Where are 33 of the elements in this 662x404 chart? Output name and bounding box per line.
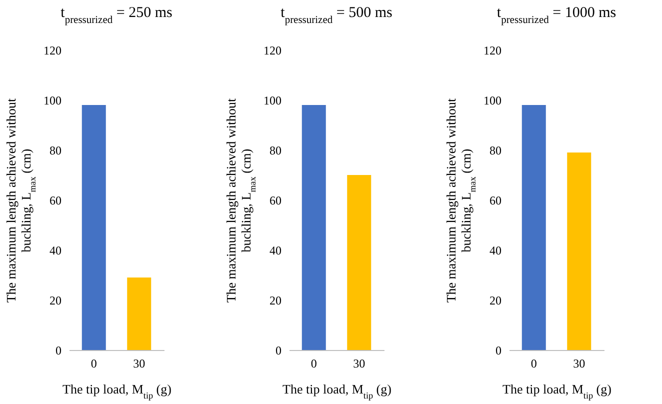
x-axis-title: The tip load, M$_{tip}$ (g): [62, 382, 172, 400]
y-tick-label: 120: [44, 44, 62, 58]
y-tick-label: 100: [264, 94, 282, 108]
y-tick-label: 0: [56, 344, 62, 358]
y-tick-label: 20: [50, 294, 62, 308]
chart-title: t$_{pressurized}$ = 500 ms: [280, 5, 393, 26]
y-tick-label: 80: [490, 144, 502, 158]
x-tick-label: 30: [133, 356, 146, 370]
x-axis-title: The tip load, M$_{tip}$ (g): [502, 382, 612, 400]
x-tick-label: 0: [530, 356, 537, 370]
y-tick-label: 60: [50, 194, 62, 208]
y-tick-label: 80: [270, 144, 282, 158]
x-tick-label: 0: [90, 356, 97, 370]
x-axis-title: The tip load, M$_{tip}$ (g): [282, 382, 392, 400]
x-tick-label: 0: [310, 356, 317, 370]
y-tick-label: 120: [484, 44, 502, 58]
y-tick-label: 120: [264, 44, 282, 58]
chart-title: t$_{pressurized}$ = 1000 ms: [496, 5, 616, 26]
y-tick-label: 0: [276, 344, 282, 358]
y-tick-label: 100: [44, 94, 62, 108]
y-tick-label: 80: [50, 144, 62, 158]
y-tick-label: 0: [496, 344, 502, 358]
chart-title: t$_{pressurized}$ = 250 ms: [60, 5, 173, 26]
y-tick-label: 20: [490, 294, 502, 308]
y-tick-label: 60: [490, 194, 502, 208]
y-tick-label: 40: [50, 244, 62, 258]
y-tick-label: 60: [270, 194, 282, 208]
y-tick-label: 20: [270, 294, 282, 308]
y-tick-label: 40: [490, 244, 502, 258]
x-tick-label: 30: [353, 356, 366, 370]
y-tick-label: 100: [484, 94, 502, 108]
y-tick-label: 40: [270, 244, 282, 258]
x-tick-label: 30: [573, 356, 586, 370]
